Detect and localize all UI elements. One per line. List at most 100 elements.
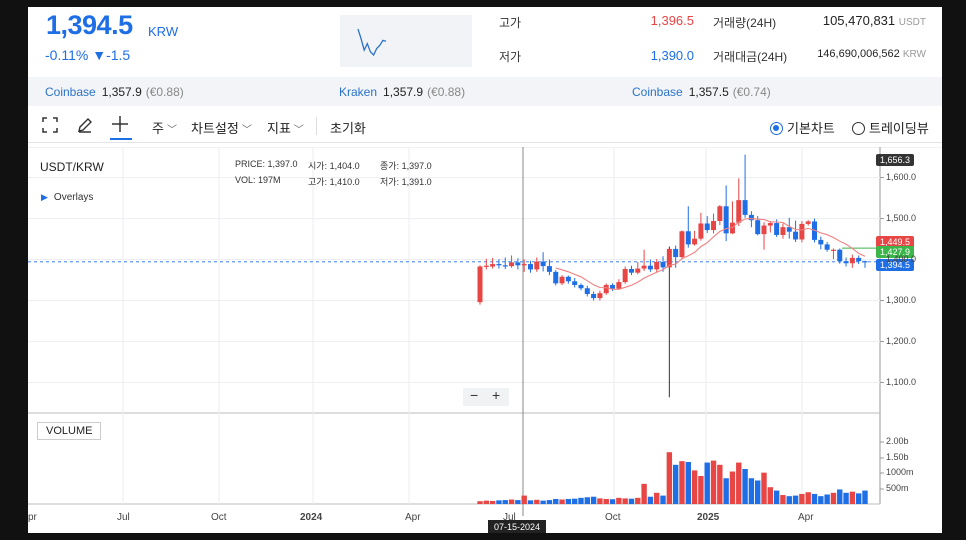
volume-bar xyxy=(717,464,723,504)
volume-bar xyxy=(849,491,856,504)
candle-body xyxy=(767,223,773,226)
candle-body xyxy=(830,249,836,251)
candle-body xyxy=(483,265,489,267)
volume-stat: 105,470,831 USDT xyxy=(788,13,926,28)
info-low-value: 1,391.0 xyxy=(401,177,432,187)
candle-body xyxy=(660,262,666,268)
ma-price-tag: 1,449.5 xyxy=(876,236,915,248)
candle-body xyxy=(509,262,515,267)
chart-settings-dropdown[interactable]: 차트설정 ﹀ xyxy=(191,118,252,137)
candle-body xyxy=(685,231,691,245)
volume-bar xyxy=(736,462,742,504)
volume-bar xyxy=(527,500,534,504)
period-dropdown[interactable]: 주 ﹀ xyxy=(152,118,177,137)
exchange-item[interactable]: Kraken 1,357.9 (€0.88) xyxy=(339,85,465,99)
overlays-toggle[interactable]: ▶ Overlays xyxy=(41,192,93,203)
chart-canvas[interactable] xyxy=(28,147,942,533)
candle-body xyxy=(559,276,565,284)
candle-body xyxy=(786,227,792,232)
chevron-down-icon: ﹀ xyxy=(166,125,177,136)
volume-bar xyxy=(748,478,755,504)
volume-bar xyxy=(780,495,786,504)
volume-bar xyxy=(855,493,862,504)
tradingview-radio[interactable]: 트레이딩뷰 xyxy=(852,118,929,137)
info-low-label: 저가: xyxy=(380,177,400,187)
info-price-label: PRICE: xyxy=(235,159,266,169)
candle-body xyxy=(862,261,868,263)
candle-body xyxy=(849,257,855,264)
basic-chart-radio[interactable]: 기본차트 xyxy=(770,118,835,137)
radio-selected-icon xyxy=(770,122,783,135)
candle-body xyxy=(584,288,590,294)
volume-bar xyxy=(799,493,805,504)
exchange-prices: Coinbase 1,357.9 (€0.88) Kraken 1,357.9 (€0.… xyxy=(28,77,942,106)
price-tick-label: 1,400.0 xyxy=(886,253,917,264)
info-open: 시가: 1,404.0 xyxy=(308,159,360,172)
chevron-down-icon: ﹀ xyxy=(293,125,304,136)
volume-tick-label: 2.00b xyxy=(886,436,909,446)
candle-body xyxy=(717,206,723,222)
volume-bar xyxy=(830,492,837,504)
volume-bar xyxy=(818,496,824,504)
zoom-out-button[interactable]: − xyxy=(470,387,479,403)
volume-bar xyxy=(515,500,521,504)
fullscreen-icon[interactable] xyxy=(42,117,58,136)
volume-tick-label: 500m xyxy=(886,483,909,493)
info-close: 종가: 1,397.0 xyxy=(380,159,432,172)
candle-body xyxy=(578,284,584,289)
exchange-price: 1,357.5 xyxy=(688,85,729,99)
volume-bar xyxy=(679,461,685,504)
indicators-dropdown[interactable]: 지표 ﹀ xyxy=(267,118,304,137)
exchange-item[interactable]: Coinbase 1,357.9 (€0.88) xyxy=(45,85,184,99)
candle-body xyxy=(679,231,685,258)
volume-bar xyxy=(571,498,578,504)
volume-bar xyxy=(553,498,559,504)
candle-body xyxy=(742,200,748,215)
info-open-label: 시가: xyxy=(308,161,328,171)
volume-tick-label: 1000m xyxy=(886,467,914,477)
volume-bar xyxy=(767,487,774,504)
candle-body xyxy=(527,264,533,270)
volume-bar xyxy=(578,497,584,504)
pencil-icon[interactable] xyxy=(76,116,94,137)
amount-stat: 146,690,006,562 KRW xyxy=(788,48,926,60)
info-vol: VOL: 197M xyxy=(235,175,281,185)
volume-bar xyxy=(641,483,647,504)
candle-body xyxy=(546,266,552,272)
volume-bar xyxy=(710,460,717,504)
exchange-item[interactable]: Coinbase 1,357.5 (€0.74) xyxy=(632,85,771,99)
volume-bar xyxy=(489,500,496,504)
candle-body xyxy=(793,231,799,240)
info-price-value: 1,397.0 xyxy=(267,159,298,169)
time-tick-label: Apr xyxy=(405,512,421,523)
time-tick-label: Apr xyxy=(798,512,814,523)
volume-bar xyxy=(704,462,710,504)
crosshair-icon[interactable] xyxy=(110,114,132,140)
reset-button[interactable]: 초기화 xyxy=(330,121,366,136)
candle-body xyxy=(521,264,527,266)
volume-bar xyxy=(502,500,508,504)
zoom-in-button[interactable]: + xyxy=(492,387,501,403)
volume-bar xyxy=(773,490,780,504)
candle-body xyxy=(755,220,761,235)
volume-bar xyxy=(729,471,736,504)
candle-body xyxy=(698,223,704,239)
candle-body xyxy=(572,281,578,285)
zoom-controls: − + xyxy=(463,387,509,406)
chart-symbol: USDT/KRW xyxy=(40,160,104,174)
candle-body xyxy=(647,265,653,270)
high-price-tag: 1,656.3 xyxy=(876,154,915,166)
price-tick-label: 1,200.0 xyxy=(886,335,917,346)
info-price: PRICE: 1,397.0 xyxy=(235,159,298,169)
price-chart[interactable]: USDT/KRW ▶ Overlays PRICE: 1,397.0 시가: 1,… xyxy=(28,147,942,533)
exchange-name: Kraken xyxy=(339,85,378,99)
volume-bar xyxy=(786,496,792,504)
green-price-tag: 1,427.9 xyxy=(876,246,915,258)
candle-body xyxy=(477,266,483,303)
candle-body xyxy=(591,293,597,299)
chart-toolbar: 주 ﹀ 차트설정 ﹀ 지표 ﹀ 초기화 기본차트 트레이딩뷰 xyxy=(28,111,942,143)
candle-body xyxy=(774,223,780,235)
volume-value: 105,470,831 xyxy=(822,13,896,28)
candle-body xyxy=(515,262,521,266)
exchange-name: Coinbase xyxy=(632,85,683,99)
